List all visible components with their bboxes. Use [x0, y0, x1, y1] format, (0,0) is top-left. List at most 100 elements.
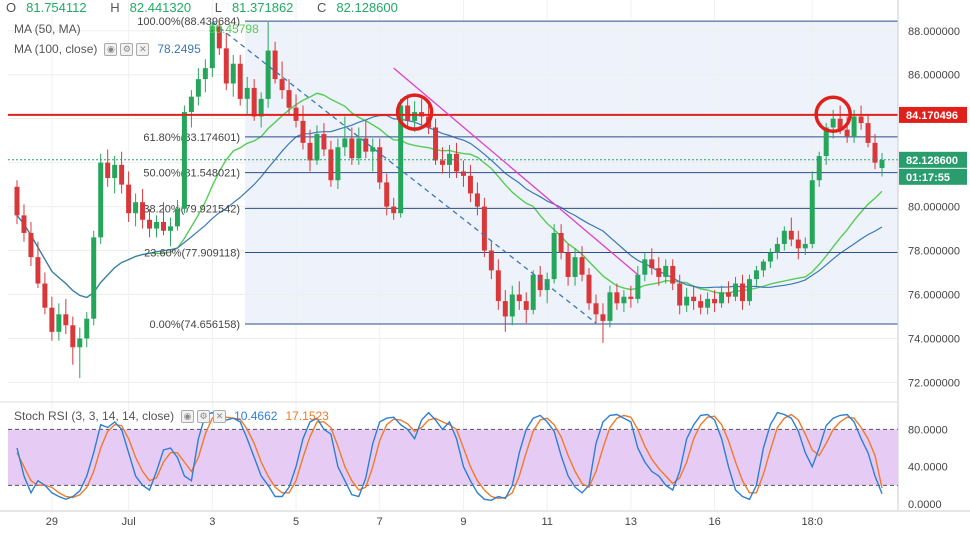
candle-body	[753, 270, 759, 280]
fib-level-label: 100.00%(88.439684)	[137, 16, 240, 28]
x-tick-label: 16	[708, 516, 720, 528]
settings-icon[interactable]: ⚙	[120, 42, 134, 56]
candle-body	[572, 257, 578, 277]
candle-body	[593, 303, 599, 315]
candle-body	[774, 243, 780, 253]
stoch-y-tick-label: 40.0000	[908, 462, 948, 474]
candle-body	[328, 149, 334, 181]
fib-level-label: 23.60%(77.909118)	[144, 248, 240, 260]
candle-body	[279, 79, 285, 91]
candle-body	[84, 318, 90, 339]
candle-body	[516, 294, 522, 302]
candle-body	[56, 314, 62, 332]
eye-icon[interactable]: ◉	[181, 409, 195, 423]
candle-body	[42, 283, 48, 308]
candle-body	[223, 48, 229, 84]
candle-body	[872, 142, 878, 163]
fib-level-label: 38.20%(79.921542)	[143, 203, 240, 215]
candle-body	[258, 98, 264, 117]
x-tick-label: 13	[625, 516, 637, 528]
stoch-legend[interactable]: Stoch RSI (3, 3, 14, 14, close) ◉ ⚙ ✕ 10…	[14, 409, 329, 423]
candle-body	[607, 292, 613, 321]
ma50-label: MA (50, MA)	[14, 22, 81, 36]
candle-body	[70, 325, 76, 348]
candle-body	[802, 243, 808, 249]
candle-body	[467, 175, 473, 194]
candle-body	[384, 182, 390, 207]
stoch-k-line	[16, 411, 883, 502]
delete-icon[interactable]: ✕	[213, 409, 227, 423]
candle-body	[663, 265, 669, 277]
candle-body	[844, 129, 850, 137]
candle-body	[746, 279, 752, 302]
candle-body	[377, 147, 383, 183]
candle-body	[816, 156, 822, 181]
candle-body	[781, 230, 787, 244]
candle-body	[698, 301, 704, 308]
candle-body	[453, 153, 459, 172]
candle-body	[830, 118, 836, 128]
candle-body	[551, 232, 557, 280]
stoch-y-tick-label: 0.0000	[908, 499, 942, 511]
ohlc-readout: O 81.754112 H 82.441320 L 81.371862 C 82.128…	[6, 0, 398, 15]
stoch-d-line	[16, 413, 883, 500]
candle-body	[788, 230, 794, 240]
candle-body	[558, 232, 564, 253]
red-line-price-tag-bg	[899, 106, 967, 123]
candle-body	[795, 239, 801, 249]
settings-icon[interactable]: ⚙	[197, 409, 211, 423]
candle-body	[335, 147, 341, 181]
fib-level-label: 0.00%(74.656158)	[149, 319, 240, 331]
candle-body	[586, 274, 592, 304]
candle-body	[684, 296, 690, 306]
candle-body	[265, 50, 271, 99]
low-value: 81.371862	[231, 0, 294, 15]
candle-body	[300, 120, 306, 143]
candle-body	[677, 283, 683, 306]
candle-body	[251, 87, 257, 117]
candle-body	[530, 274, 536, 310]
candle-body	[760, 261, 766, 271]
candle-body	[579, 257, 585, 275]
x-tick-label: 7	[377, 516, 383, 528]
candle-body	[147, 219, 153, 229]
candle-body	[342, 138, 348, 148]
candle-body	[209, 26, 215, 69]
candle-body	[670, 265, 676, 284]
current-price-tag: 82.128600	[906, 155, 958, 167]
candle-body	[244, 87, 250, 99]
fib-level-label: 61.80%(83.174601)	[143, 132, 240, 144]
stoch-d-value: 17.1523	[285, 409, 329, 423]
candle-body	[133, 202, 139, 214]
candle-body	[321, 134, 327, 150]
candle-body	[49, 307, 55, 332]
ma50-legend[interactable]: MA (50, MA) 80.45798	[14, 22, 259, 36]
candle-body	[405, 105, 411, 121]
candle-body	[160, 221, 166, 231]
candle-body	[719, 292, 725, 304]
stoch-label: Stoch RSI (3, 3, 14, 14, close)	[14, 409, 175, 423]
candle-body	[188, 96, 194, 113]
candle-body	[237, 63, 243, 99]
y-tick-label: 88.000000	[908, 26, 960, 38]
candle-body	[28, 232, 34, 258]
y-tick-label: 72.000000	[908, 377, 960, 389]
candle-body	[537, 274, 543, 291]
candle-body	[356, 138, 362, 159]
candle-body	[879, 159, 885, 169]
candle-body	[98, 162, 104, 238]
candle-body	[230, 63, 236, 84]
candle-body	[858, 116, 864, 124]
eye-icon[interactable]: ◉	[104, 42, 118, 56]
high-value: 82.441320	[129, 0, 192, 15]
delete-icon[interactable]: ✕	[136, 42, 150, 56]
candle-body	[823, 127, 829, 157]
candle-body	[14, 186, 20, 216]
x-tick-label: 29	[46, 516, 58, 528]
candle-body	[837, 118, 843, 130]
ma100-legend[interactable]: MA (100, close) ◉ ⚙ ✕ 78.2495	[14, 42, 201, 56]
candle-body	[286, 90, 292, 108]
fib-level-label: 50.00%(81.548021)	[143, 168, 240, 180]
candle-body	[363, 138, 369, 152]
